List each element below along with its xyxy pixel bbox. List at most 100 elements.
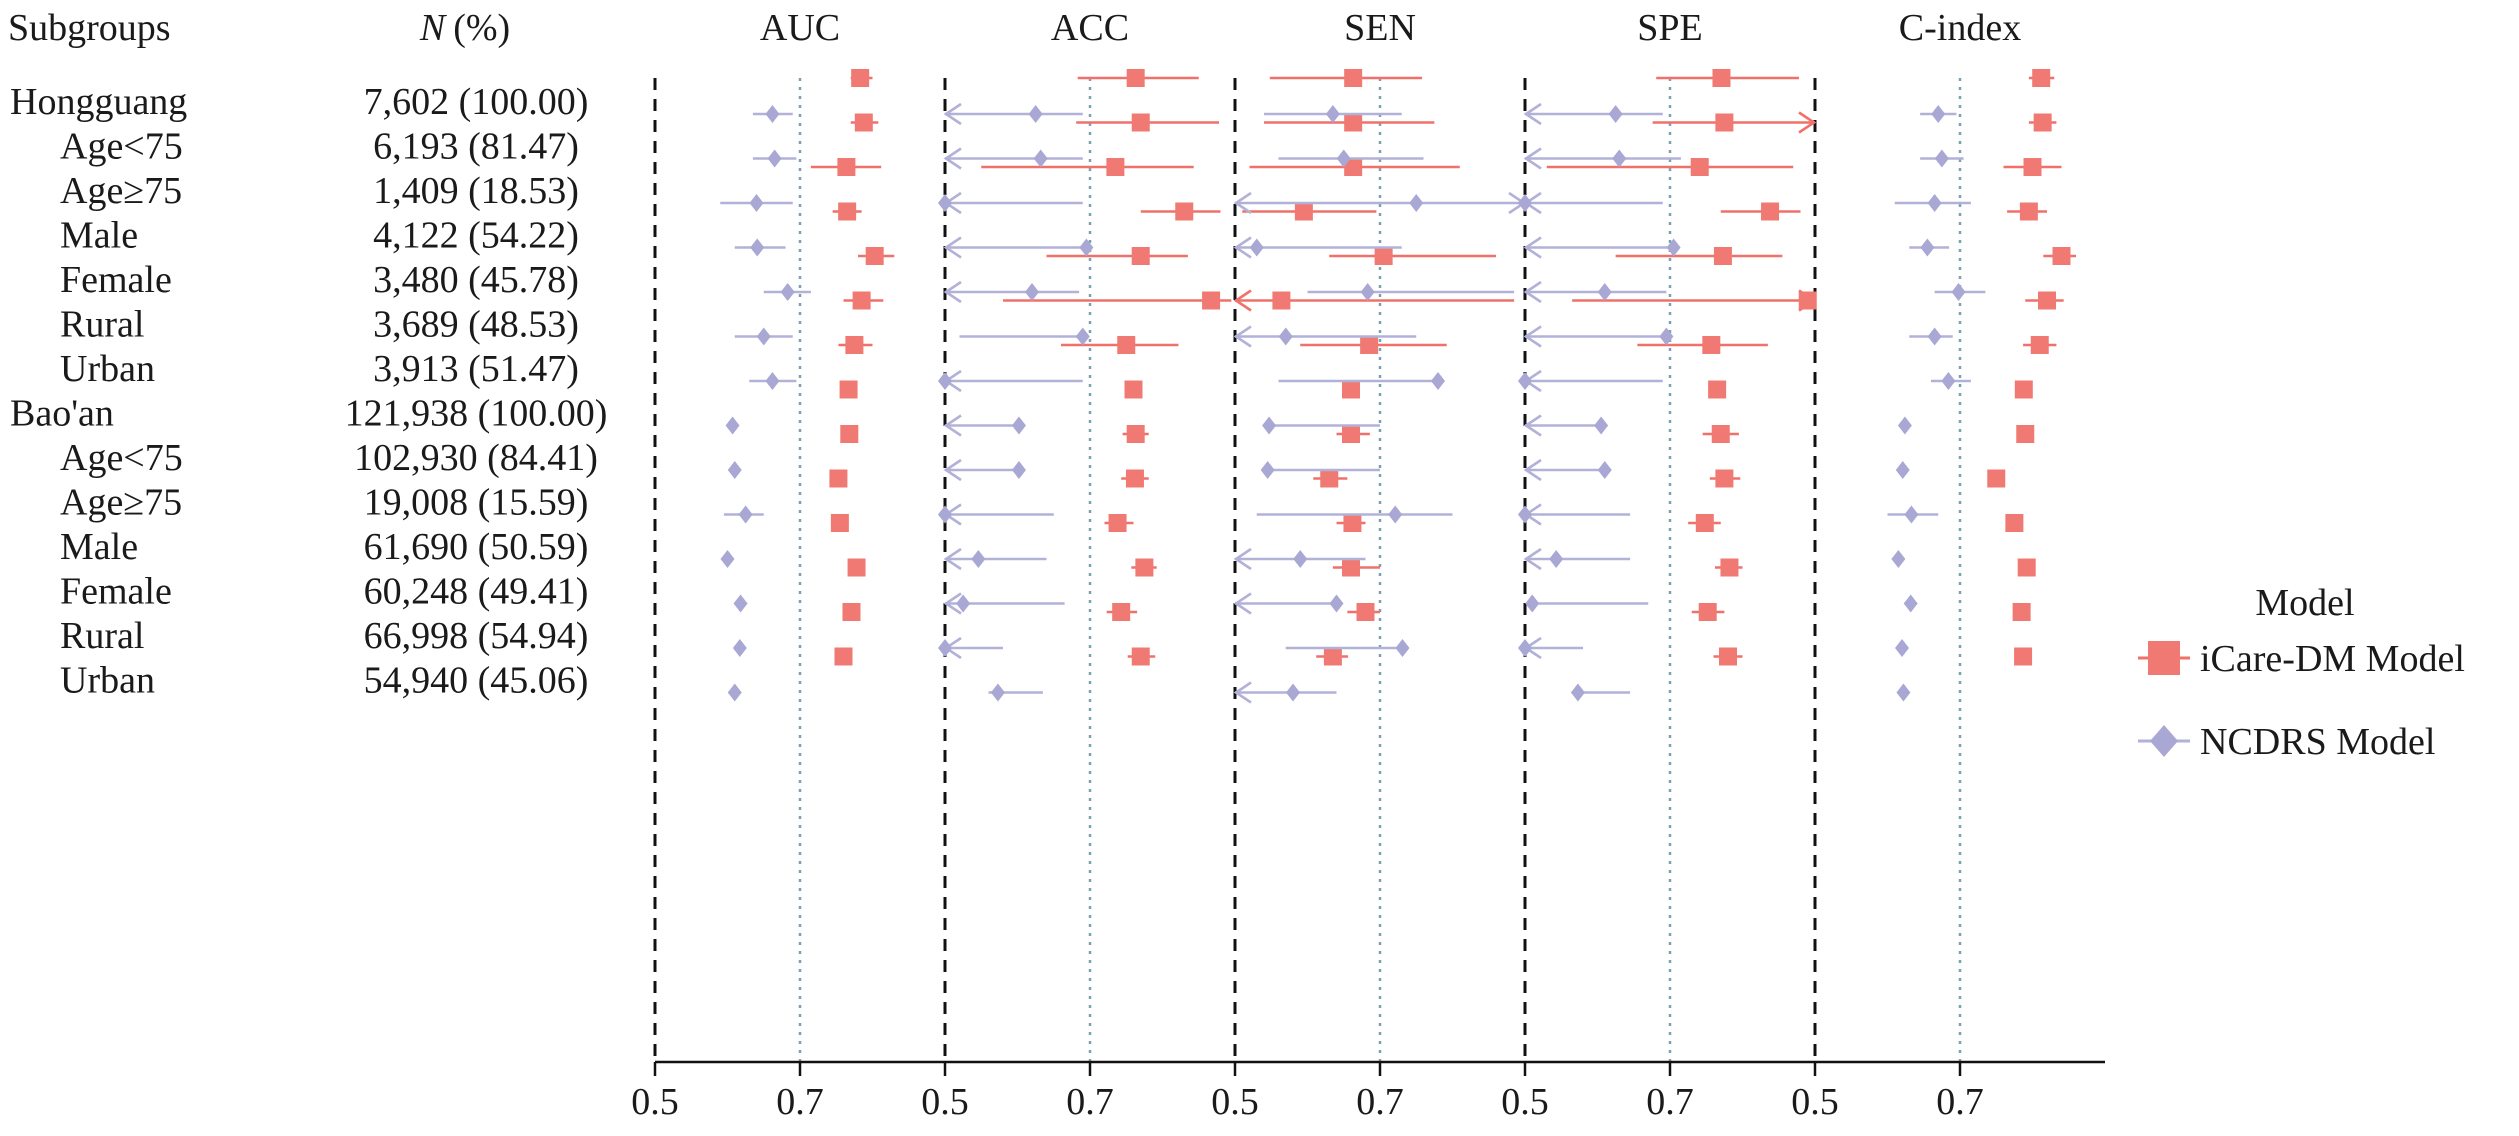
estimate-square xyxy=(838,202,857,221)
estimate-square xyxy=(852,291,871,310)
estimate-diamond xyxy=(1941,372,1956,390)
estimate-square xyxy=(1695,514,1714,532)
estimate-diamond xyxy=(1286,683,1300,702)
n-value: 66,998 (54.94) xyxy=(364,615,589,657)
estimate-diamond xyxy=(767,149,782,168)
estimate-diamond xyxy=(1904,505,1919,524)
n-value: 54,940 (45.06) xyxy=(364,660,589,702)
estimate-square xyxy=(865,247,884,265)
truncation-arrow-left xyxy=(1233,547,1252,571)
estimate-square xyxy=(1798,291,1817,310)
panel-titles: AUC ACC SEN SPE C-index xyxy=(760,7,2021,49)
estimate-diamond xyxy=(1666,238,1681,257)
estimate-square xyxy=(840,425,859,443)
truncation-arrow-left xyxy=(1523,236,1542,259)
subgroup-label-age-75: Age≥75 xyxy=(60,170,182,212)
estimate-square xyxy=(1320,469,1339,488)
estimate-square xyxy=(1715,469,1734,488)
x-tick-label: 0.5 xyxy=(1791,1081,1839,1123)
subgroup-label-age-75: Age<75 xyxy=(60,437,183,479)
legend-label: NCDRS Model xyxy=(2200,721,2435,763)
estimate-square xyxy=(2038,291,2056,310)
estimate-square xyxy=(1719,647,1737,666)
estimate-diamond xyxy=(1931,105,1946,123)
truncation-arrow-left xyxy=(1233,289,1252,312)
n-value: 6,193 (81.47) xyxy=(373,126,579,168)
estimate-diamond xyxy=(1518,505,1532,524)
estimate-square xyxy=(1135,558,1154,577)
estimate-square xyxy=(2012,603,2031,621)
estimate-diamond xyxy=(727,461,742,479)
estimate-square xyxy=(854,113,873,132)
x-axis: 0.5 0.7 0.5 0.7 0.5 0.7 0.5 0.7 0.5 0.7 xyxy=(631,1060,2105,1123)
estimate-diamond xyxy=(1431,372,1445,390)
truncation-arrow-left xyxy=(1233,191,1252,215)
truncation-arrow-left xyxy=(1523,458,1542,482)
panel-title-auc: AUC xyxy=(760,7,840,49)
estimate-square xyxy=(2052,247,2071,265)
subgroup-label-urban: Urban xyxy=(60,660,155,702)
x-tick-label: 0.7 xyxy=(1646,1081,1694,1123)
estimate-diamond xyxy=(956,594,971,613)
truncation-arrow-left xyxy=(943,592,962,615)
estimate-square xyxy=(1343,514,1362,532)
estimate-diamond xyxy=(1594,416,1609,435)
estimate-diamond xyxy=(1260,461,1275,479)
estimate-diamond xyxy=(1011,416,1026,435)
subgroup-label-male: Male xyxy=(60,526,138,568)
estimate-diamond xyxy=(938,194,952,212)
n-value: 3,689 (48.53) xyxy=(373,304,579,346)
panel-title-sen: SEN xyxy=(1344,7,1416,49)
estimate-diamond xyxy=(765,372,780,390)
estimate-diamond xyxy=(1897,416,1912,435)
estimate-diamond xyxy=(1409,194,1424,212)
estimate-diamond xyxy=(1395,639,1410,657)
subgroup-label-age-75: Age≥75 xyxy=(60,482,182,524)
estimate-square xyxy=(2005,514,2024,532)
estimate-diamond xyxy=(720,550,735,568)
n-value: 7,602 (100.00) xyxy=(364,81,589,123)
subgroup-label-urban: Urban xyxy=(60,348,155,390)
estimate-square xyxy=(1125,469,1144,488)
estimate-diamond xyxy=(1249,238,1264,257)
subgroup-label-rural: Rural xyxy=(60,615,144,657)
estimate-square xyxy=(842,603,861,621)
estimate-square xyxy=(1112,603,1131,621)
legend-title: Model xyxy=(2255,582,2354,624)
estimate-square xyxy=(2016,425,2035,443)
truncation-arrow-left xyxy=(943,236,962,259)
estimate-square xyxy=(1356,603,1375,621)
n-value: 4,122 (54.22) xyxy=(373,215,579,257)
estimate-square xyxy=(1106,158,1125,176)
n-value: 121,938 (100.00) xyxy=(345,393,608,435)
estimate-square xyxy=(837,158,856,176)
estimate-square xyxy=(851,69,870,87)
estimate-diamond xyxy=(1293,550,1308,568)
n-value: 3,913 (51.47) xyxy=(373,348,579,390)
truncation-arrow-left xyxy=(1523,147,1542,170)
estimate-square xyxy=(1272,291,1291,310)
estimate-diamond xyxy=(938,372,952,390)
estimate-square xyxy=(2023,158,2042,176)
truncation-arrow-left xyxy=(1233,681,1252,704)
truncation-arrow-left xyxy=(1233,325,1252,348)
estimate-diamond xyxy=(1033,149,1048,168)
legend: Model iCare-DM Model NCDRS Model xyxy=(2138,582,2465,763)
x-tick-label: 0.7 xyxy=(1356,1081,1404,1123)
estimate-diamond xyxy=(1262,416,1277,435)
estimate-square xyxy=(2014,647,2033,666)
n-value: 60,248 (49.41) xyxy=(364,571,589,613)
panel-title-c-index: C-index xyxy=(1899,7,2021,49)
x-tick-label: 0.7 xyxy=(1936,1081,1984,1123)
estimate-square xyxy=(1344,69,1363,87)
estimate-square xyxy=(1720,558,1739,577)
estimate-square xyxy=(1131,247,1150,265)
estimate-diamond xyxy=(1891,550,1906,568)
n-value: 61,690 (50.59) xyxy=(364,526,589,568)
estimate-diamond xyxy=(1525,594,1540,613)
sample-size-labels: 7,602 (100.00)6,193 (81.47)1,409 (18.53)… xyxy=(345,81,608,702)
estimate-diamond xyxy=(938,505,952,524)
estimate-square xyxy=(2032,69,2051,87)
estimate-square xyxy=(1712,69,1731,87)
estimate-diamond xyxy=(1920,238,1935,257)
